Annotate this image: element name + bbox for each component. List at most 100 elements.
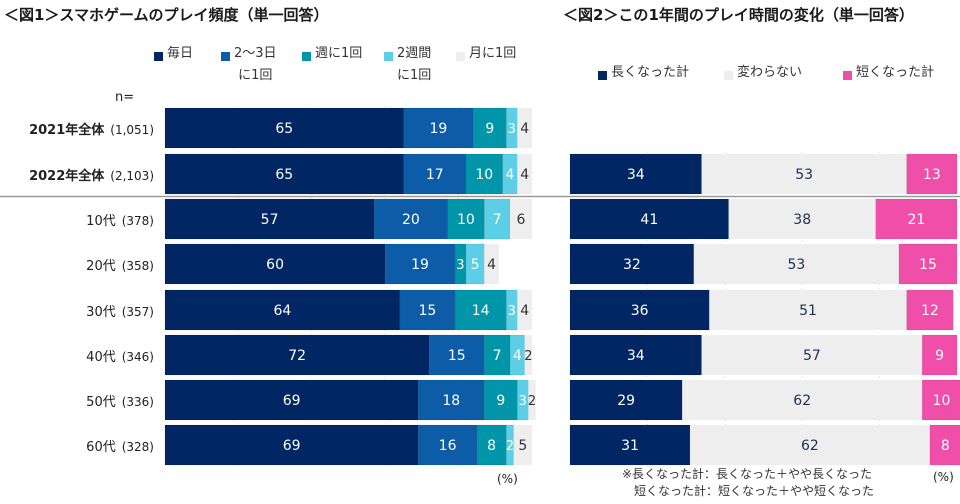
row-label: 2021年全体 (1,051) — [29, 119, 154, 138]
chart1-legend-item: 週に1回 — [302, 46, 362, 65]
bar-segment — [428, 334, 485, 376]
chart2-legend-item: 短くなった計 — [843, 65, 934, 84]
data-label: 5 — [471, 257, 480, 273]
data-label: 36 — [631, 303, 649, 319]
chart1-legend-item: 月に1回 — [456, 46, 516, 65]
bar-segment — [569, 289, 710, 331]
row-label-n: (336) — [121, 395, 154, 409]
legend-label: 長くなった計 — [611, 65, 690, 80]
bar-segment — [929, 424, 960, 466]
data-label: 15 — [448, 348, 466, 364]
data-label: 32 — [623, 257, 641, 273]
data-label: 3 — [508, 304, 516, 319]
bar-segment — [517, 154, 532, 194]
data-label: 19 — [411, 257, 429, 273]
row-label-n: (328) — [121, 440, 154, 454]
data-label: 72 — [288, 348, 306, 364]
row-label-category: 40代 — [86, 350, 116, 365]
data-label: 2 — [528, 394, 536, 409]
row-label: 10代 (378) — [86, 210, 154, 229]
row-label: 40代 (346) — [86, 346, 154, 365]
legend-swatch — [843, 71, 852, 80]
footnote-line-2: 短くなった計：短くなった＋やや短くなった — [622, 484, 875, 498]
chart2-title: ＜図2＞この1年間のプレイ時間の変化（単一回答） — [563, 6, 914, 24]
bar-segment — [921, 334, 958, 376]
data-label: 16 — [439, 438, 457, 454]
data-label: 9 — [496, 393, 505, 409]
bar-segment — [384, 243, 456, 285]
data-label: 60 — [266, 257, 284, 273]
bar-segment — [701, 154, 907, 194]
chart1-legend-item: 2週間 に1回 — [384, 46, 431, 87]
data-label: 34 — [627, 348, 645, 364]
bar-segment — [517, 290, 532, 330]
bar-segment — [403, 153, 467, 195]
row-label-category: 50代 — [86, 395, 116, 410]
data-label: 3 — [456, 258, 464, 273]
bar-segment — [373, 198, 448, 240]
bar-segment — [447, 198, 485, 240]
bar-segment — [517, 108, 532, 148]
legend-swatch — [384, 52, 393, 61]
data-label: 3 — [519, 394, 527, 409]
data-label: 4 — [506, 167, 515, 183]
bar-segment — [569, 424, 691, 466]
chart2-legend-item: 長くなった計 — [598, 65, 689, 84]
data-label: 29 — [617, 393, 635, 409]
bar-segment — [164, 198, 375, 240]
bar-segment — [417, 379, 485, 421]
chart1-legend-item: 2〜3日 に1回 — [221, 46, 277, 87]
row-label: 30代 (357) — [86, 301, 154, 320]
data-label: 38 — [793, 212, 811, 228]
row-label-category: 2021年全体 — [29, 123, 105, 138]
bar-segment — [483, 334, 511, 376]
legend-label: 変わらない — [737, 65, 803, 80]
bar-segment — [454, 289, 507, 331]
data-label: 31 — [621, 438, 639, 454]
row-label: 60代 (328) — [86, 436, 154, 455]
row-label-category: 2022年全体 — [29, 169, 105, 184]
bar-segment — [164, 334, 430, 376]
chart2-unit-label: (%) — [933, 470, 954, 484]
row-label-category: 30代 — [86, 305, 116, 320]
data-label: 9 — [485, 121, 494, 137]
data-label: 65 — [275, 167, 293, 183]
legend-label: 月に1回 — [469, 46, 517, 61]
legend-swatch — [302, 52, 311, 61]
data-label: 20 — [402, 212, 420, 228]
chart1-unit-label: (%) — [497, 472, 518, 486]
row-label-n: (346) — [121, 350, 154, 364]
data-label: 3 — [508, 122, 516, 137]
footnote-line-1: ※長くなった計：長くなった＋やや長くなった — [622, 467, 873, 481]
data-label: 17 — [426, 167, 444, 183]
bar-segment — [417, 424, 478, 466]
data-label: 57 — [261, 212, 279, 228]
legend-label: 2週間 に1回 — [397, 46, 432, 83]
bar-segment — [569, 243, 695, 285]
row-label-n: (358) — [121, 259, 154, 273]
data-label: 69 — [283, 438, 301, 454]
row-label: 2022年全体 (2,103) — [29, 165, 154, 184]
bar-segment — [682, 380, 923, 420]
data-label: 4 — [513, 348, 522, 364]
row-label-category: 10代 — [86, 214, 116, 229]
bar-segment — [524, 335, 532, 375]
bar-segment — [513, 425, 532, 465]
bar-segment — [569, 198, 729, 240]
chart1-legend-item: 毎日 — [154, 46, 193, 65]
data-label: 41 — [640, 212, 658, 228]
data-label: 5 — [518, 438, 527, 454]
data-label: 51 — [799, 303, 817, 319]
row-label-category: 20代 — [86, 259, 116, 274]
data-label: 7 — [493, 348, 502, 364]
data-label: 34 — [627, 167, 645, 183]
legend-swatch — [221, 52, 230, 61]
bar-segment — [164, 243, 386, 285]
bar-segment — [472, 107, 507, 149]
bar-segment — [709, 290, 907, 330]
bar-segment — [164, 424, 419, 466]
data-label: 8 — [487, 438, 496, 454]
data-label: 4 — [520, 121, 529, 137]
data-label: 53 — [787, 257, 805, 273]
